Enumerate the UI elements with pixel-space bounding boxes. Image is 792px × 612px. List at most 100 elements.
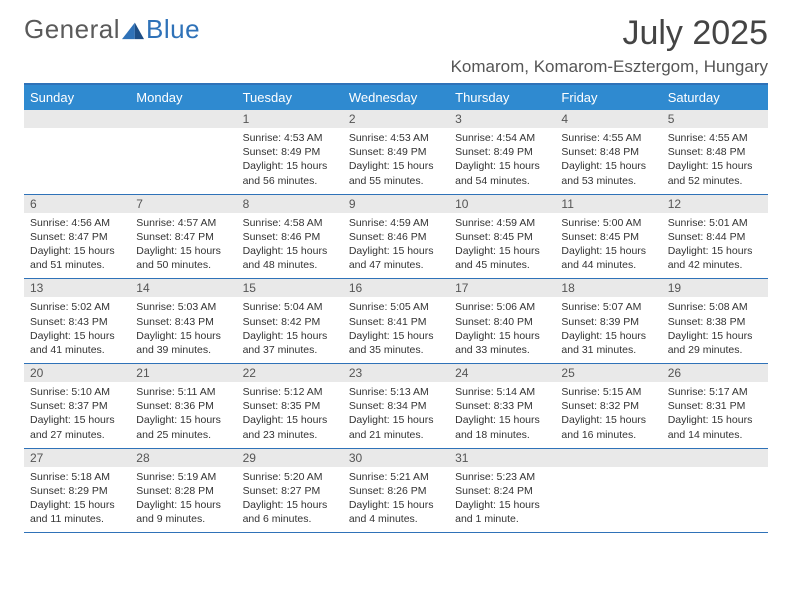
logo-triangle-icon (122, 20, 144, 40)
weekday-header: Wednesday (343, 85, 449, 110)
daylight-line: Daylight: 15 hours and 29 minutes. (668, 329, 762, 357)
sunrise-line: Sunrise: 4:54 AM (455, 131, 549, 145)
sunset-line: Sunset: 8:24 PM (455, 484, 549, 498)
calendar-day-cell: 3Sunrise: 4:54 AMSunset: 8:49 PMDaylight… (449, 110, 555, 194)
day-details: Sunrise: 5:07 AMSunset: 8:39 PMDaylight:… (555, 297, 661, 363)
day-number (555, 449, 661, 467)
sunrise-line: Sunrise: 5:11 AM (136, 385, 230, 399)
sunrise-line: Sunrise: 5:17 AM (668, 385, 762, 399)
sunrise-line: Sunrise: 5:10 AM (30, 385, 124, 399)
sunrise-line: Sunrise: 4:58 AM (243, 216, 337, 230)
daylight-line: Daylight: 15 hours and 6 minutes. (243, 498, 337, 526)
sunrise-line: Sunrise: 4:59 AM (349, 216, 443, 230)
calendar-day-cell: 20Sunrise: 5:10 AMSunset: 8:37 PMDayligh… (24, 364, 130, 449)
brand-part1: General (24, 14, 120, 45)
day-number: 20 (24, 364, 130, 382)
calendar-day-cell: 17Sunrise: 5:06 AMSunset: 8:40 PMDayligh… (449, 279, 555, 364)
sunset-line: Sunset: 8:44 PM (668, 230, 762, 244)
daylight-line: Daylight: 15 hours and 41 minutes. (30, 329, 124, 357)
day-number: 4 (555, 110, 661, 128)
day-number: 6 (24, 195, 130, 213)
day-details: Sunrise: 5:14 AMSunset: 8:33 PMDaylight:… (449, 382, 555, 448)
sunrise-line: Sunrise: 5:00 AM (561, 216, 655, 230)
sunset-line: Sunset: 8:29 PM (30, 484, 124, 498)
day-number: 23 (343, 364, 449, 382)
day-details: Sunrise: 5:05 AMSunset: 8:41 PMDaylight:… (343, 297, 449, 363)
calendar-day-cell: 30Sunrise: 5:21 AMSunset: 8:26 PMDayligh… (343, 448, 449, 533)
day-number: 17 (449, 279, 555, 297)
calendar-day-cell: 14Sunrise: 5:03 AMSunset: 8:43 PMDayligh… (130, 279, 236, 364)
day-details: Sunrise: 5:10 AMSunset: 8:37 PMDaylight:… (24, 382, 130, 448)
day-number: 10 (449, 195, 555, 213)
day-details: Sunrise: 4:53 AMSunset: 8:49 PMDaylight:… (343, 128, 449, 194)
daylight-line: Daylight: 15 hours and 42 minutes. (668, 244, 762, 272)
day-number: 19 (662, 279, 768, 297)
weekday-header: Saturday (662, 85, 768, 110)
daylight-line: Daylight: 15 hours and 4 minutes. (349, 498, 443, 526)
calendar-day-cell: 26Sunrise: 5:17 AMSunset: 8:31 PMDayligh… (662, 364, 768, 449)
day-number: 18 (555, 279, 661, 297)
header: General Blue July 2025 Komarom, Komarom-… (24, 14, 768, 77)
day-number: 9 (343, 195, 449, 213)
daylight-line: Daylight: 15 hours and 56 minutes. (243, 159, 337, 187)
daylight-line: Daylight: 15 hours and 27 minutes. (30, 413, 124, 441)
daylight-line: Daylight: 15 hours and 51 minutes. (30, 244, 124, 272)
calendar-week-row: 6Sunrise: 4:56 AMSunset: 8:47 PMDaylight… (24, 194, 768, 279)
daylight-line: Daylight: 15 hours and 33 minutes. (455, 329, 549, 357)
calendar-header-row: SundayMondayTuesdayWednesdayThursdayFrid… (24, 85, 768, 110)
day-details: Sunrise: 5:19 AMSunset: 8:28 PMDaylight:… (130, 467, 236, 533)
daylight-line: Daylight: 15 hours and 50 minutes. (136, 244, 230, 272)
day-details: Sunrise: 4:59 AMSunset: 8:45 PMDaylight:… (449, 213, 555, 279)
day-details: Sunrise: 5:20 AMSunset: 8:27 PMDaylight:… (237, 467, 343, 533)
calendar-day-cell: 2Sunrise: 4:53 AMSunset: 8:49 PMDaylight… (343, 110, 449, 194)
day-number: 5 (662, 110, 768, 128)
calendar-day-cell: 18Sunrise: 5:07 AMSunset: 8:39 PMDayligh… (555, 279, 661, 364)
day-number: 15 (237, 279, 343, 297)
sunrise-line: Sunrise: 5:12 AM (243, 385, 337, 399)
day-details: Sunrise: 5:13 AMSunset: 8:34 PMDaylight:… (343, 382, 449, 448)
day-details (130, 128, 236, 184)
sunset-line: Sunset: 8:28 PM (136, 484, 230, 498)
day-number: 21 (130, 364, 236, 382)
sunset-line: Sunset: 8:38 PM (668, 315, 762, 329)
sunrise-line: Sunrise: 5:23 AM (455, 470, 549, 484)
day-details: Sunrise: 5:04 AMSunset: 8:42 PMDaylight:… (237, 297, 343, 363)
daylight-line: Daylight: 15 hours and 47 minutes. (349, 244, 443, 272)
calendar-day-cell: 31Sunrise: 5:23 AMSunset: 8:24 PMDayligh… (449, 448, 555, 533)
daylight-line: Daylight: 15 hours and 44 minutes. (561, 244, 655, 272)
sunrise-line: Sunrise: 4:53 AM (243, 131, 337, 145)
day-number: 16 (343, 279, 449, 297)
calendar-day-cell: 13Sunrise: 5:02 AMSunset: 8:43 PMDayligh… (24, 279, 130, 364)
daylight-line: Daylight: 15 hours and 21 minutes. (349, 413, 443, 441)
day-number: 13 (24, 279, 130, 297)
sunset-line: Sunset: 8:27 PM (243, 484, 337, 498)
sunset-line: Sunset: 8:47 PM (136, 230, 230, 244)
sunset-line: Sunset: 8:41 PM (349, 315, 443, 329)
calendar-day-cell: 29Sunrise: 5:20 AMSunset: 8:27 PMDayligh… (237, 448, 343, 533)
brand-part2: Blue (146, 14, 200, 45)
daylight-line: Daylight: 15 hours and 11 minutes. (30, 498, 124, 526)
sunset-line: Sunset: 8:48 PM (561, 145, 655, 159)
calendar-table: SundayMondayTuesdayWednesdayThursdayFrid… (24, 85, 768, 533)
day-details: Sunrise: 4:53 AMSunset: 8:49 PMDaylight:… (237, 128, 343, 194)
calendar-day-cell: 9Sunrise: 4:59 AMSunset: 8:46 PMDaylight… (343, 194, 449, 279)
day-number (130, 110, 236, 128)
sunset-line: Sunset: 8:42 PM (243, 315, 337, 329)
calendar-day-cell: 21Sunrise: 5:11 AMSunset: 8:36 PMDayligh… (130, 364, 236, 449)
sunset-line: Sunset: 8:48 PM (668, 145, 762, 159)
day-details: Sunrise: 5:02 AMSunset: 8:43 PMDaylight:… (24, 297, 130, 363)
daylight-line: Daylight: 15 hours and 52 minutes. (668, 159, 762, 187)
daylight-line: Daylight: 15 hours and 31 minutes. (561, 329, 655, 357)
day-details: Sunrise: 5:21 AMSunset: 8:26 PMDaylight:… (343, 467, 449, 533)
weekday-header: Thursday (449, 85, 555, 110)
day-number: 27 (24, 449, 130, 467)
day-number: 3 (449, 110, 555, 128)
weekday-header: Friday (555, 85, 661, 110)
day-number (24, 110, 130, 128)
day-details: Sunrise: 4:56 AMSunset: 8:47 PMDaylight:… (24, 213, 130, 279)
sunrise-line: Sunrise: 5:19 AM (136, 470, 230, 484)
day-number: 1 (237, 110, 343, 128)
calendar-day-cell: 22Sunrise: 5:12 AMSunset: 8:35 PMDayligh… (237, 364, 343, 449)
calendar-body: 1Sunrise: 4:53 AMSunset: 8:49 PMDaylight… (24, 110, 768, 533)
calendar-page: General Blue July 2025 Komarom, Komarom-… (0, 0, 792, 612)
